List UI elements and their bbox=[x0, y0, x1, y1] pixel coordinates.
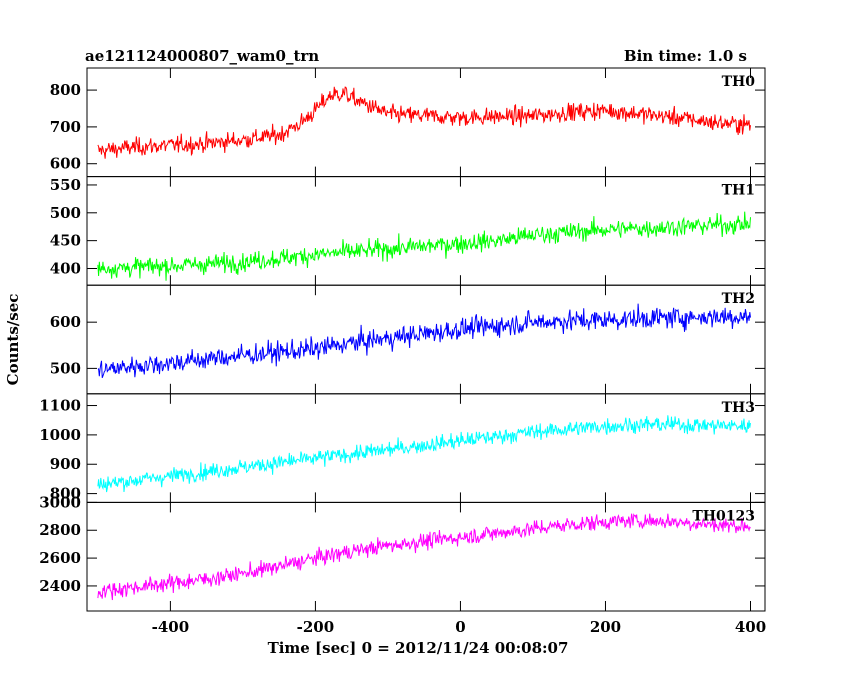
panel-th3: 800 900 1000 1100 TH3 bbox=[39, 393, 766, 503]
y-tick-label: 900 bbox=[50, 455, 81, 473]
series-th0123 bbox=[97, 513, 751, 601]
panel-th0123: 2400 2600 2800 3000 TH0123 bbox=[39, 493, 766, 612]
x-tick-label: -400 bbox=[152, 618, 190, 636]
y-axis-label: Counts/sec bbox=[4, 294, 22, 386]
panel-th0: 600 700 800 TH0 bbox=[50, 67, 766, 178]
panel-frame bbox=[86, 501, 766, 612]
bin-time-label: Bin time: 1.0 s bbox=[624, 47, 747, 65]
panel-th2: 500 600 TH2 bbox=[50, 284, 766, 395]
y-tick-label: 800 bbox=[50, 81, 81, 99]
x-axis-label: Time [sec] 0 = 2012/11/24 00:08:07 bbox=[268, 639, 569, 657]
y-tick-label: 2400 bbox=[39, 577, 81, 595]
panel-label: TH1 bbox=[722, 183, 755, 199]
y-tick-label: 2600 bbox=[39, 549, 81, 567]
y-tick-label: 450 bbox=[50, 232, 81, 250]
x-tick-label: -200 bbox=[297, 618, 335, 636]
y-tick-label: 600 bbox=[50, 155, 81, 173]
panel-label: TH3 bbox=[722, 400, 755, 416]
y-tick-label: 2800 bbox=[39, 521, 81, 539]
y-tick-label: 400 bbox=[50, 259, 81, 277]
figure-title: ae121124000807_wam0_trn bbox=[85, 47, 319, 65]
series-th3 bbox=[97, 415, 751, 493]
y-tick-label: 3000 bbox=[39, 493, 81, 511]
y-tick-label: 700 bbox=[50, 118, 81, 136]
series-th2 bbox=[97, 303, 751, 379]
panel-label: TH0 bbox=[722, 74, 756, 90]
y-tick-label: 550 bbox=[50, 176, 81, 194]
y-tick-label: 500 bbox=[50, 204, 81, 222]
x-tick-label: 0 bbox=[455, 618, 465, 636]
x-tick-label: 400 bbox=[735, 618, 766, 636]
series-th0 bbox=[97, 86, 751, 159]
y-tick-label: 1000 bbox=[39, 426, 81, 444]
panel-stack: 600 700 800 TH0 400 450 500 550 TH1 500 600 TH2 800 9… bbox=[39, 67, 766, 612]
panel-label: TH0123 bbox=[692, 508, 755, 524]
y-tick-label: 500 bbox=[50, 359, 81, 377]
x-axis: -400 -200 0 200 400 bbox=[152, 618, 767, 636]
panel-th1: 400 450 500 550 TH1 bbox=[50, 176, 766, 286]
panel-frame bbox=[86, 284, 766, 395]
series-th1 bbox=[97, 211, 751, 281]
y-tick-label: 1100 bbox=[39, 397, 81, 415]
y-tick-label: 600 bbox=[50, 313, 81, 331]
x-tick-label: 200 bbox=[590, 618, 621, 636]
panel-label: TH2 bbox=[722, 291, 755, 307]
y-tick-label: 800 bbox=[50, 485, 81, 503]
